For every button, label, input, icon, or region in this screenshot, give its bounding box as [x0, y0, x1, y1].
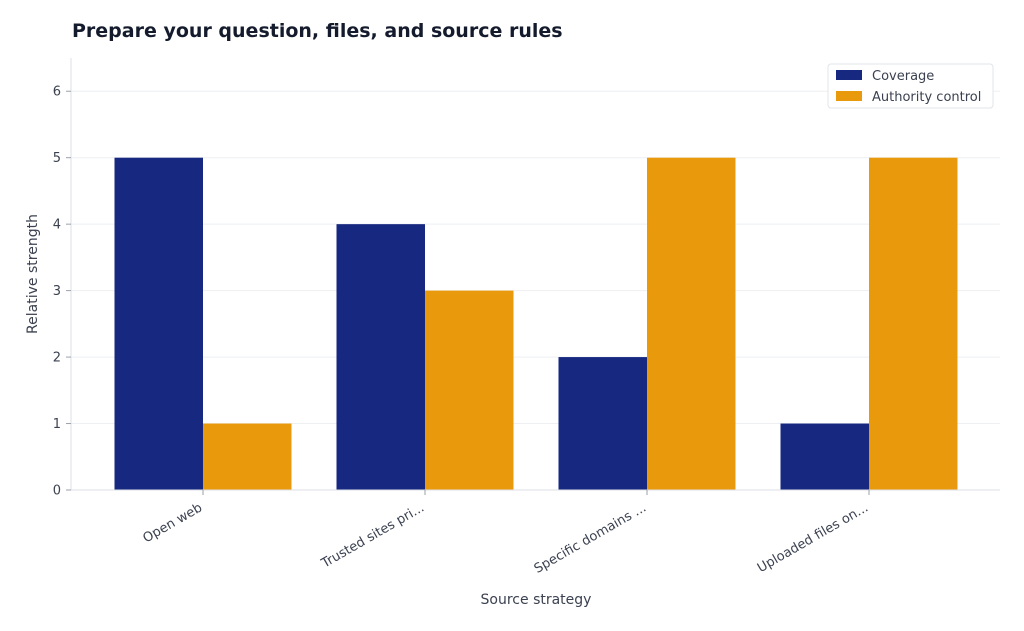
y-tick-label: 5 — [53, 151, 61, 166]
chart-title: Prepare your question, files, and source… — [72, 20, 563, 42]
bar-coverage — [558, 357, 647, 490]
y-tick-label: 2 — [53, 351, 61, 366]
axes — [70, 58, 1000, 491]
y-axis-label: Relative strength — [25, 214, 41, 334]
legend-label-coverage: Coverage — [872, 69, 934, 84]
bar-authority-control — [425, 290, 514, 490]
x-tick-label: Open web — [141, 500, 205, 546]
bar-authority-control — [203, 423, 292, 490]
legend-swatch-coverage — [836, 70, 862, 80]
y-tick-label: 6 — [53, 85, 61, 100]
y-tick-label: 0 — [53, 484, 61, 499]
legend: Coverage Authority control — [827, 63, 994, 109]
bar-authority-control — [869, 157, 958, 490]
x-tick-label: Uploaded files on... — [755, 500, 871, 576]
legend-box — [827, 63, 994, 109]
y-tick-label: 3 — [53, 284, 61, 299]
bar-coverage — [336, 224, 425, 490]
x-tick-label: Specific domains ... — [532, 500, 649, 576]
bar-coverage — [114, 157, 203, 490]
x-ticks: Open web Trusted sites pri... Specific dom… — [141, 490, 871, 577]
gridlines — [71, 90, 1000, 425]
x-tick-label: Trusted sites pri... — [318, 500, 427, 571]
x-axis-label: Source strategy — [481, 592, 592, 608]
y-ticks: 0 1 2 3 4 5 6 — [53, 85, 71, 499]
bars — [114, 157, 958, 490]
bar-coverage — [780, 423, 869, 490]
y-tick-label: 4 — [53, 218, 61, 233]
y-tick-label: 1 — [53, 417, 61, 432]
legend-swatch-authority-control — [836, 91, 862, 101]
legend-label-authority-control: Authority control — [872, 90, 981, 105]
bar-authority-control — [647, 157, 736, 490]
